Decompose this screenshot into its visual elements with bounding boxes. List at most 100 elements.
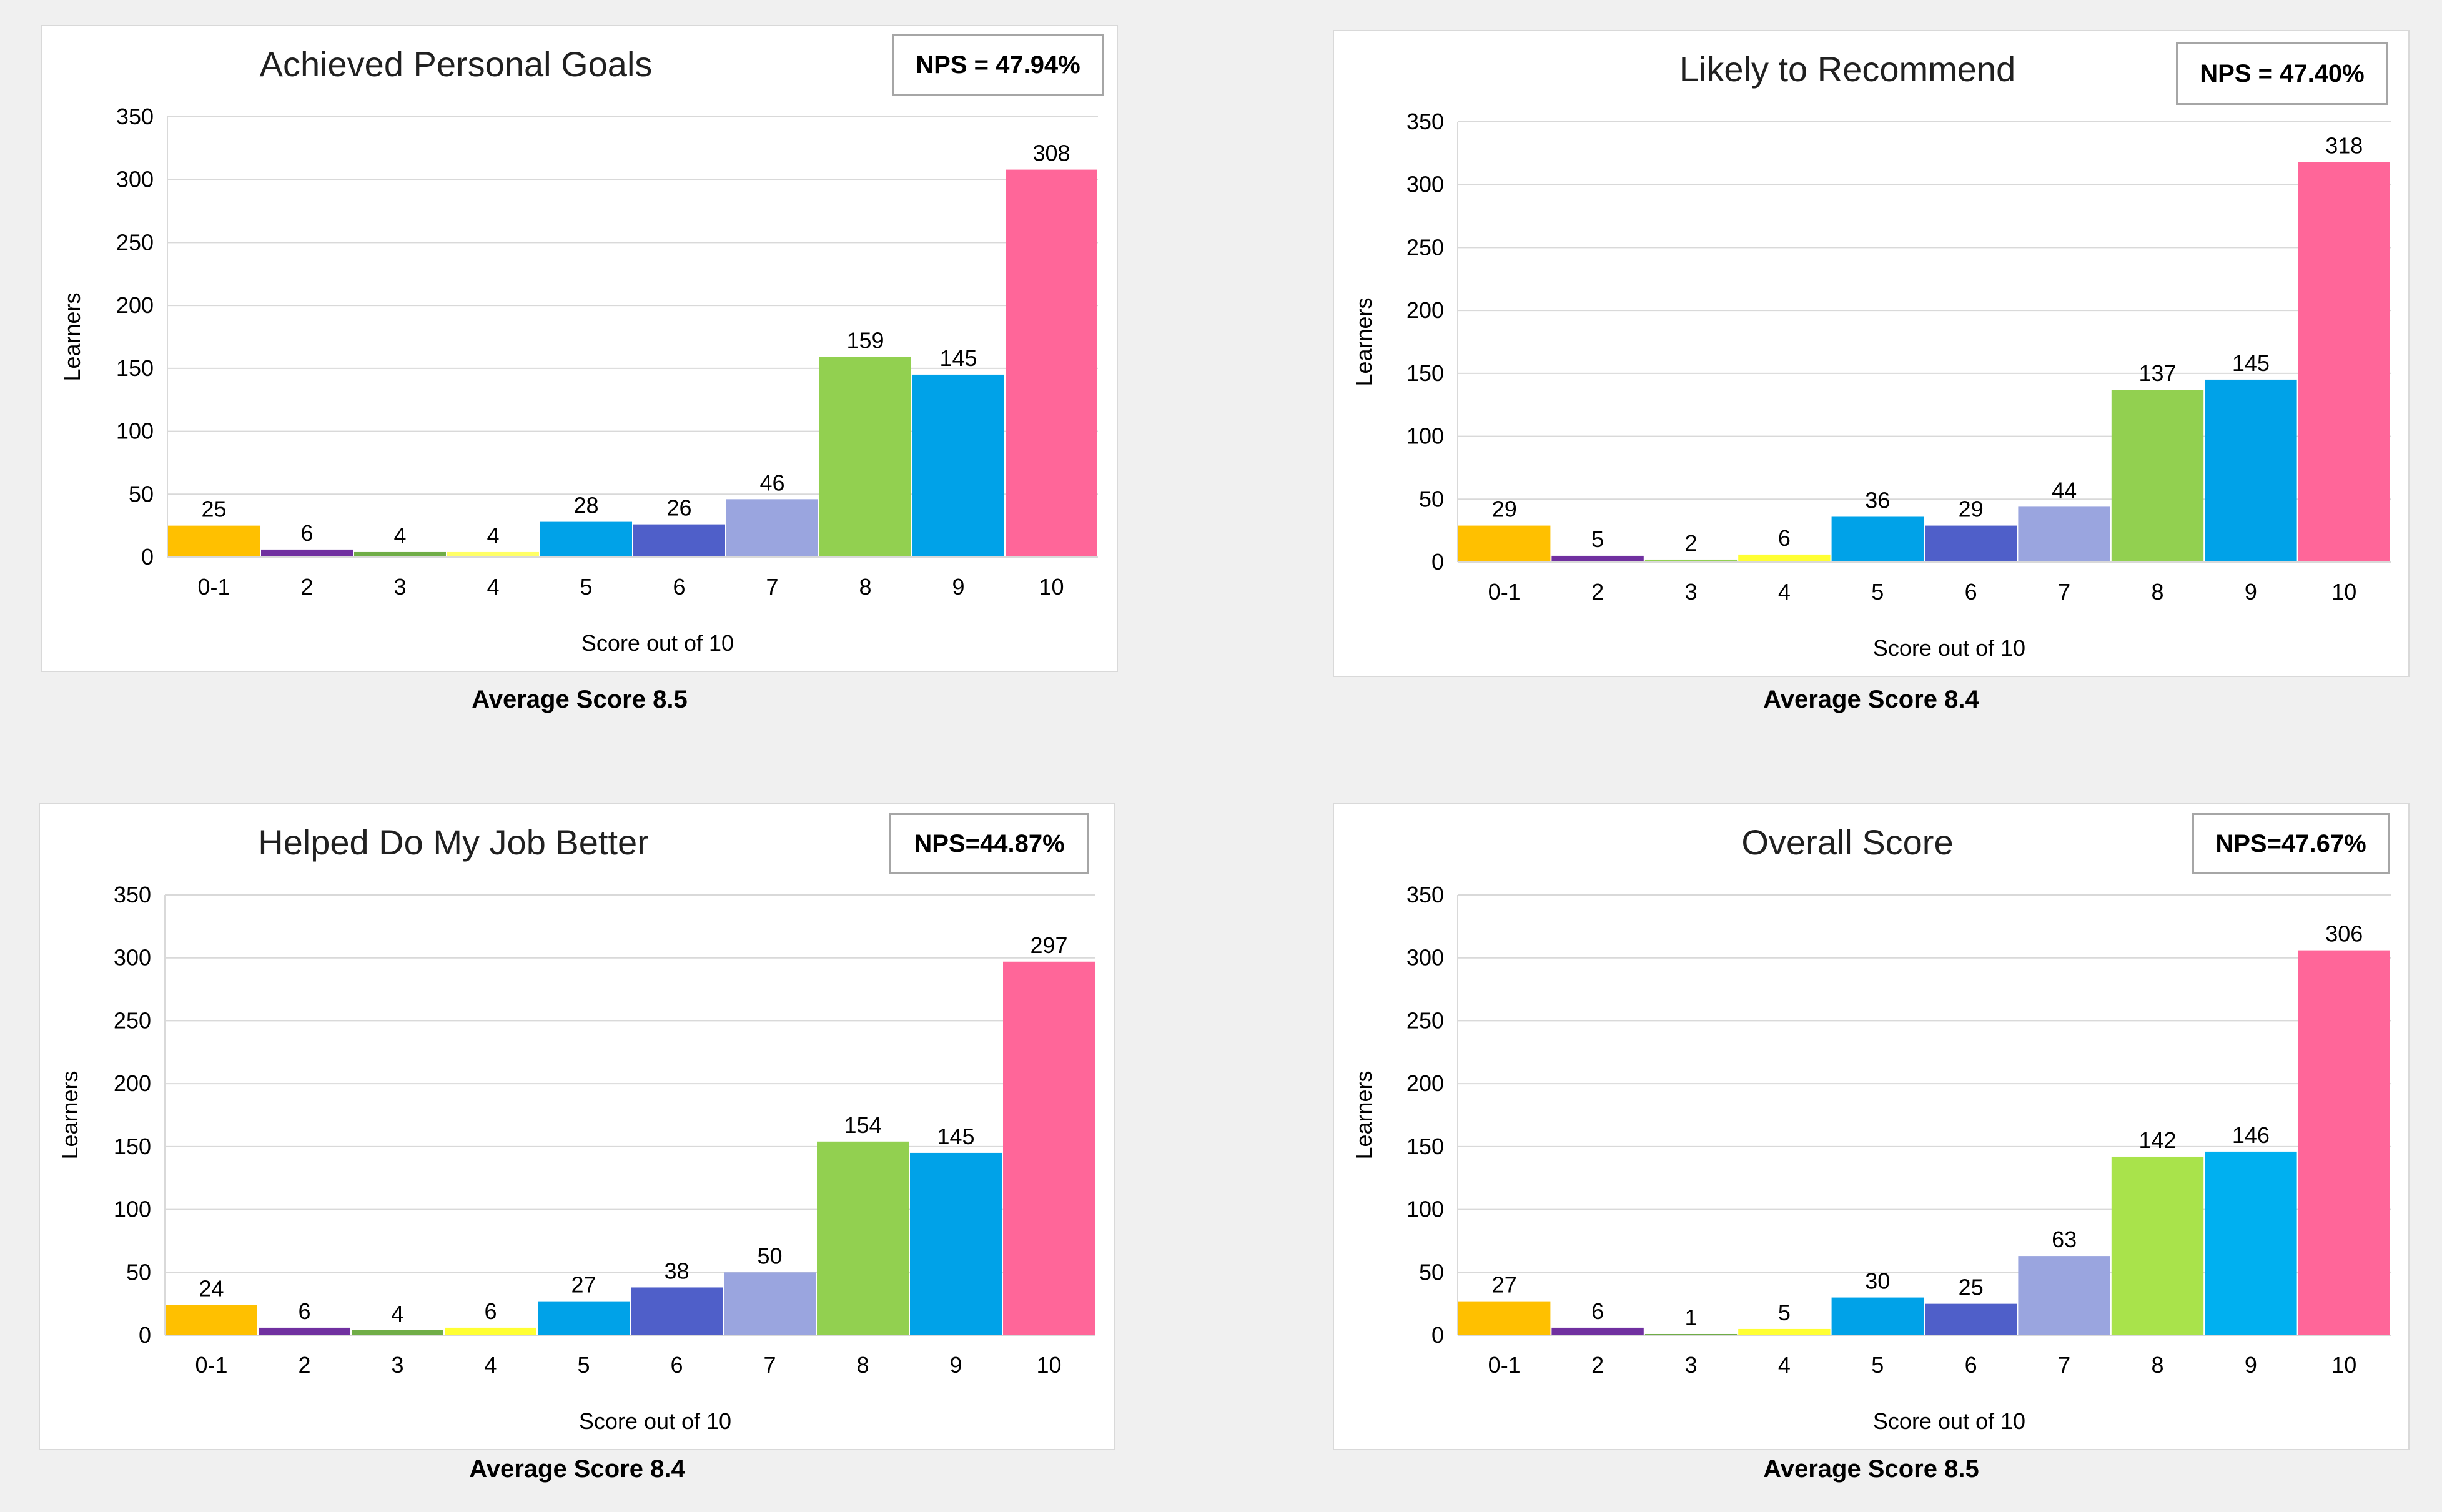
y-axis-title: Learners [1351, 297, 1377, 386]
bar [1644, 1333, 1738, 1335]
x-tick-label: 7 [766, 574, 778, 600]
y-tick-label: 100 [116, 418, 154, 444]
data-label: 318 [2325, 132, 2363, 158]
data-label: 44 [2052, 477, 2077, 503]
y-tick-label: 0 [1431, 549, 1444, 575]
nps-box: NPS=44.87% [889, 813, 1089, 874]
bar [168, 525, 260, 557]
x-tick-label: 2 [298, 1352, 310, 1378]
nps-box: NPS = 47.40% [2176, 42, 2388, 105]
x-tick-label: 5 [580, 574, 592, 600]
bar-chart: 0 50 100 150 200 250 300 350 25 0-1 6 2 4 3 4 4 28 5 26 6 46… [59, 104, 1098, 656]
x-tick-label: 5 [1871, 579, 1884, 605]
data-label: 1 [1684, 1305, 1697, 1330]
y-tick-label: 0 [139, 1322, 151, 1348]
nps-box: NPS = 47.94% [892, 34, 1104, 96]
bar [447, 551, 539, 557]
x-axis-title: Score out of 10 [1873, 635, 2025, 661]
y-tick-label: 200 [1406, 1070, 1444, 1096]
x-tick-label: 9 [2245, 579, 2257, 605]
y-tick-label: 200 [114, 1070, 151, 1096]
data-label: 4 [393, 523, 406, 548]
y-tick-label: 150 [116, 355, 154, 381]
x-tick-label: 9 [949, 1352, 962, 1378]
y-tick-label: 200 [1406, 297, 1444, 323]
y-axis-title: Learners [1351, 1070, 1377, 1159]
x-tick-label: 9 [2245, 1352, 2257, 1378]
nps-box: NPS=47.67% [2192, 813, 2390, 874]
x-tick-label: 6 [1965, 1352, 1977, 1378]
x-tick-label: 5 [1871, 1352, 1884, 1378]
bar [166, 1305, 257, 1335]
x-tick-label: 9 [952, 574, 964, 600]
data-label: 38 [664, 1258, 689, 1283]
bar [2111, 390, 2204, 562]
bar [2111, 1156, 2204, 1335]
data-label: 29 [1959, 497, 1984, 522]
x-tick-label: 5 [577, 1352, 590, 1378]
bar [1006, 169, 1097, 558]
data-label: 24 [199, 1276, 224, 1302]
x-tick-label: 3 [393, 574, 406, 600]
chart-title: Likely to Recommend [1679, 49, 2016, 89]
data-label: 5 [1778, 1300, 1791, 1325]
x-tick-label: 3 [1684, 1352, 1697, 1378]
y-tick-label: 50 [1419, 486, 1444, 511]
y-tick-label: 250 [116, 229, 154, 255]
x-tick-label: 2 [1591, 579, 1604, 605]
bar [538, 1301, 630, 1335]
x-tick-label: 0-1 [1488, 579, 1521, 605]
bar [261, 549, 353, 557]
chart-title: Overall Score [1741, 823, 1954, 862]
x-axis-title: Score out of 10 [1873, 1408, 2025, 1434]
y-axis-title: Learners [59, 292, 85, 381]
data-label: 36 [1865, 487, 1890, 513]
bar [724, 1272, 816, 1335]
chart-panel-job-better: Helped Do My Job Better NPS=44.87% 0 50 10… [39, 803, 1115, 1450]
y-tick-label: 100 [1406, 1197, 1444, 1222]
data-label: 6 [1778, 525, 1791, 551]
y-tick-label: 350 [114, 882, 151, 907]
y-tick-label: 300 [114, 945, 151, 971]
data-label: 306 [2325, 921, 2363, 947]
x-tick-label: 8 [2151, 1352, 2163, 1378]
data-label: 50 [757, 1243, 782, 1268]
y-tick-label: 50 [129, 481, 154, 506]
average-score-label: Average Score 8.5 [1763, 1455, 1979, 1483]
data-label: 6 [300, 520, 313, 546]
data-label: 6 [484, 1298, 497, 1324]
bar [2205, 379, 2297, 562]
bar [819, 357, 911, 557]
y-tick-label: 100 [114, 1197, 151, 1222]
bar [633, 524, 725, 557]
y-tick-label: 150 [1406, 360, 1444, 386]
y-tick-label: 300 [1406, 945, 1444, 971]
bar [1458, 1301, 1551, 1335]
x-tick-label: 0-1 [1488, 1352, 1521, 1378]
y-tick-label: 50 [126, 1259, 151, 1285]
x-tick-label: 4 [1778, 579, 1791, 605]
x-tick-label: 10 [1036, 1352, 1061, 1378]
data-label: 25 [201, 497, 226, 522]
data-label: 5 [1591, 526, 1604, 552]
x-tick-label: 8 [2151, 579, 2163, 605]
average-score-label: Average Score 8.5 [472, 686, 688, 713]
data-label: 308 [1032, 141, 1070, 166]
bar [910, 1152, 1002, 1335]
y-tick-label: 300 [1406, 172, 1444, 197]
x-tick-label: 3 [391, 1352, 403, 1378]
y-tick-label: 250 [1406, 1007, 1444, 1033]
bar-chart: 050100150200250300350290-152236436529644… [1351, 109, 2391, 661]
data-label: 2 [1684, 530, 1697, 556]
y-tick-label: 50 [1419, 1259, 1444, 1285]
y-tick-label: 200 [116, 292, 154, 318]
data-label: 6 [1591, 1298, 1604, 1324]
chart-title: Helped Do My Job Better [258, 823, 649, 862]
x-tick-label: 0-1 [197, 574, 230, 600]
bar [912, 374, 1004, 557]
bar [1738, 554, 1831, 562]
bar [1925, 1303, 2017, 1335]
x-tick-label: 8 [856, 1352, 869, 1378]
x-tick-label: 10 [2331, 579, 2356, 605]
data-label: 159 [846, 328, 884, 353]
